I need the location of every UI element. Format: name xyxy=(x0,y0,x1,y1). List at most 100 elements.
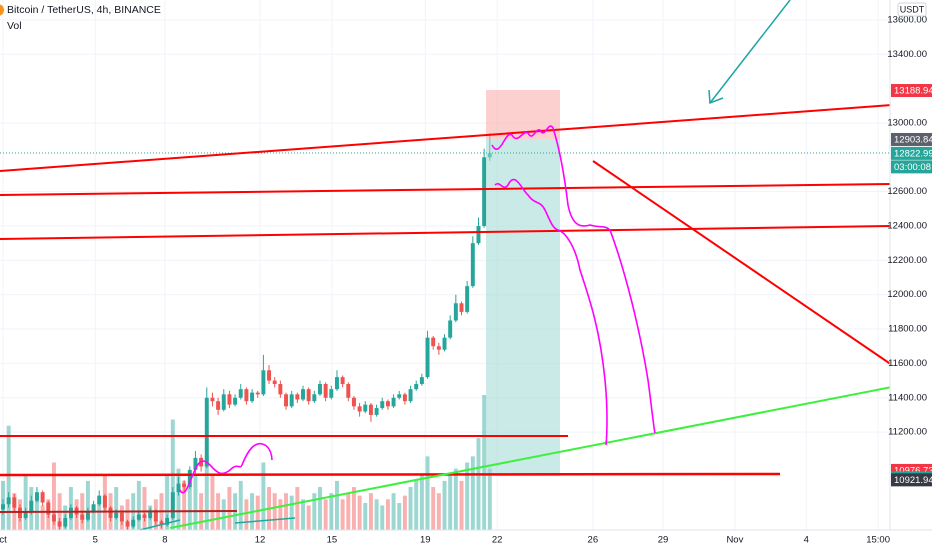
volume-bar xyxy=(397,503,402,530)
volume-bar xyxy=(391,493,396,530)
candle-body xyxy=(216,401,221,410)
y-tick-label: 12200.00 xyxy=(887,255,927,266)
price-label xyxy=(891,473,932,487)
candle-body xyxy=(419,377,424,385)
volume-bar xyxy=(385,499,390,530)
grid xyxy=(0,0,890,530)
chart-title: Bitcoin / TetherUS, 4h, BINANCE xyxy=(7,4,161,16)
x-tick-label: 26 xyxy=(588,535,599,546)
candle-body xyxy=(318,384,322,395)
candle-body xyxy=(176,483,181,493)
volume-bar xyxy=(380,505,385,530)
candle-body xyxy=(46,502,51,515)
volume-label: Vol xyxy=(7,20,22,32)
y-tick-label: 13000.00 xyxy=(887,117,927,128)
candle-body xyxy=(476,226,481,244)
x-tick-label: 22 xyxy=(492,535,503,546)
volume-bar xyxy=(23,474,28,530)
volume-bar xyxy=(425,456,430,530)
volume-bar xyxy=(487,468,492,530)
volume-bar xyxy=(482,395,487,530)
x-tick-label: 29 xyxy=(658,535,669,546)
y-tick-label: 12400.00 xyxy=(887,221,927,232)
candle-body xyxy=(136,514,141,520)
y-tick-label: 13400.00 xyxy=(887,49,927,60)
price-label-text: 10921.94 xyxy=(894,475,932,486)
candle-body xyxy=(267,370,272,381)
candle-body xyxy=(408,389,413,402)
candle-body xyxy=(204,397,209,467)
candle-body xyxy=(165,517,170,525)
countdown-badge xyxy=(891,160,932,174)
candle-body xyxy=(261,370,266,395)
volume-bar xyxy=(182,480,187,530)
candle-body xyxy=(323,384,328,398)
y-tick-label: 12600.00 xyxy=(887,186,927,197)
candle-body xyxy=(425,337,430,378)
candle-body xyxy=(23,511,28,518)
volume-bar xyxy=(210,474,215,530)
projection-path xyxy=(494,178,608,446)
volume-bar xyxy=(340,499,345,530)
x-tick-label: ct xyxy=(0,535,7,546)
candle-body xyxy=(40,492,45,503)
volume-bar xyxy=(334,480,339,530)
volume-bar xyxy=(136,480,141,530)
candle-body xyxy=(431,337,436,347)
volume-bar xyxy=(91,505,96,530)
candle-body xyxy=(255,392,260,395)
volume-bar xyxy=(227,487,232,530)
candle-body xyxy=(368,404,373,415)
target-zone xyxy=(486,139,560,476)
price-label xyxy=(891,132,932,146)
candle-body xyxy=(51,514,56,522)
x-tick-label: Nov xyxy=(726,535,743,546)
candle-body xyxy=(459,303,464,312)
currency: USDT xyxy=(900,4,925,14)
trend-line xyxy=(0,225,890,240)
candle-body xyxy=(334,377,339,390)
y-tick-label: 13600.00 xyxy=(887,14,927,25)
volume-bar xyxy=(301,499,305,530)
candle-body xyxy=(159,521,164,525)
y-tick-label: 11200.00 xyxy=(888,427,927,438)
candle-body xyxy=(465,286,470,312)
price-label-text: 10976.73 xyxy=(894,465,932,476)
candle-body xyxy=(278,384,283,395)
candle-body xyxy=(119,512,124,522)
volume-bar xyxy=(323,499,328,530)
volume-bar xyxy=(6,425,11,530)
volume-bar xyxy=(114,487,119,530)
candle-body xyxy=(182,483,187,488)
volume-bar xyxy=(238,480,243,530)
arrow xyxy=(709,0,791,104)
candle-body xyxy=(391,397,396,407)
arrow xyxy=(139,519,181,530)
volume-bar xyxy=(312,493,317,530)
volume-bar xyxy=(419,474,424,530)
volume-bar xyxy=(142,487,147,530)
y-tick-label: 11400.00 xyxy=(888,392,927,403)
candle-body xyxy=(97,495,102,505)
candle-body xyxy=(482,157,487,227)
volume-bar xyxy=(284,493,289,530)
volume-bar xyxy=(255,495,260,530)
volume-bar xyxy=(278,499,283,530)
candle-body xyxy=(244,389,249,402)
candle-body xyxy=(306,389,311,402)
candle-body xyxy=(329,389,334,398)
volume-bar xyxy=(40,505,45,530)
candle-body xyxy=(233,397,238,405)
volume-bar xyxy=(374,499,379,530)
candle-body xyxy=(346,384,351,398)
projection-path xyxy=(491,125,656,434)
volume-bar xyxy=(465,462,470,530)
volume-bar xyxy=(244,499,249,530)
candle-body xyxy=(142,514,147,518)
candle-body xyxy=(374,408,379,415)
volume-bar xyxy=(176,468,181,530)
candle-body xyxy=(289,394,294,407)
volume-bar xyxy=(51,462,56,530)
volume-bar xyxy=(97,499,102,530)
